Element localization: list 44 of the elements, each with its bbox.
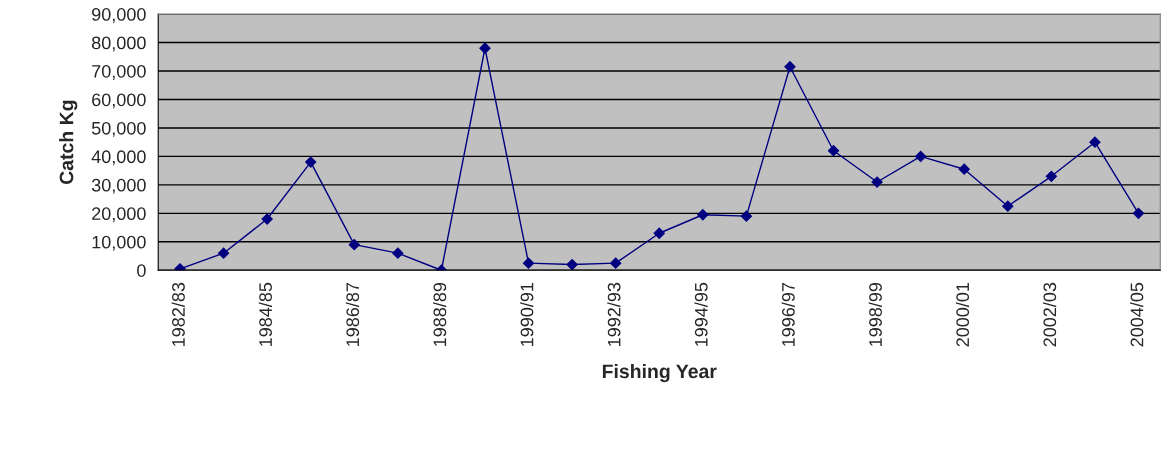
y-tick-label: 30,000 [91,178,146,194]
y-tick-label: 50,000 [91,121,146,137]
x-tick-label: 2002/03 [1042,282,1057,347]
x-tick-label: 1982/83 [171,282,185,346]
y-tick-label: 80,000 [91,36,146,52]
point [740,210,752,222]
point [522,257,535,269]
point [610,257,622,269]
point [1089,136,1101,148]
point [566,258,578,271]
point [827,145,840,157]
y-tick-label: 90,000 [92,8,146,23]
point [697,209,709,221]
x-tick-label: 1994/95 [694,282,708,346]
x-tick-label: 1996/97 [781,282,795,346]
x-tick-label: 1988/89 [433,282,447,346]
point [915,150,927,163]
point [1045,170,1057,182]
y-tick-label: 60,000 [92,93,146,109]
x-tick-label: 1998/99 [868,282,882,346]
point [348,239,360,251]
point [217,247,230,259]
y-tick-label: 0 [137,264,146,277]
y-tick-label: 20,000 [92,207,146,223]
x-tick-label: 1984/85 [258,282,272,346]
y-axis-title: Catch Kg [59,100,78,185]
x-tick-label: 1986/87 [345,282,360,346]
y-tick-label: 10,000 [92,235,146,251]
x-tick-label: 1990/91 [520,282,534,346]
y-tick-label: 40,000 [91,150,146,166]
point [1002,200,1014,212]
point [958,163,970,175]
y-tick-label: 70,000 [92,64,146,80]
point [305,156,317,168]
point [479,42,491,54]
point [1132,207,1145,219]
x-tick-label: 2004/05 [1130,282,1144,347]
x-tick-label: 1992/93 [607,282,621,346]
point [653,227,665,239]
point [392,247,404,259]
point [261,213,273,225]
x-tick-label: 2000/01 [955,282,970,347]
point [784,61,796,73]
x-axis-title: Fishing Year [602,363,717,383]
